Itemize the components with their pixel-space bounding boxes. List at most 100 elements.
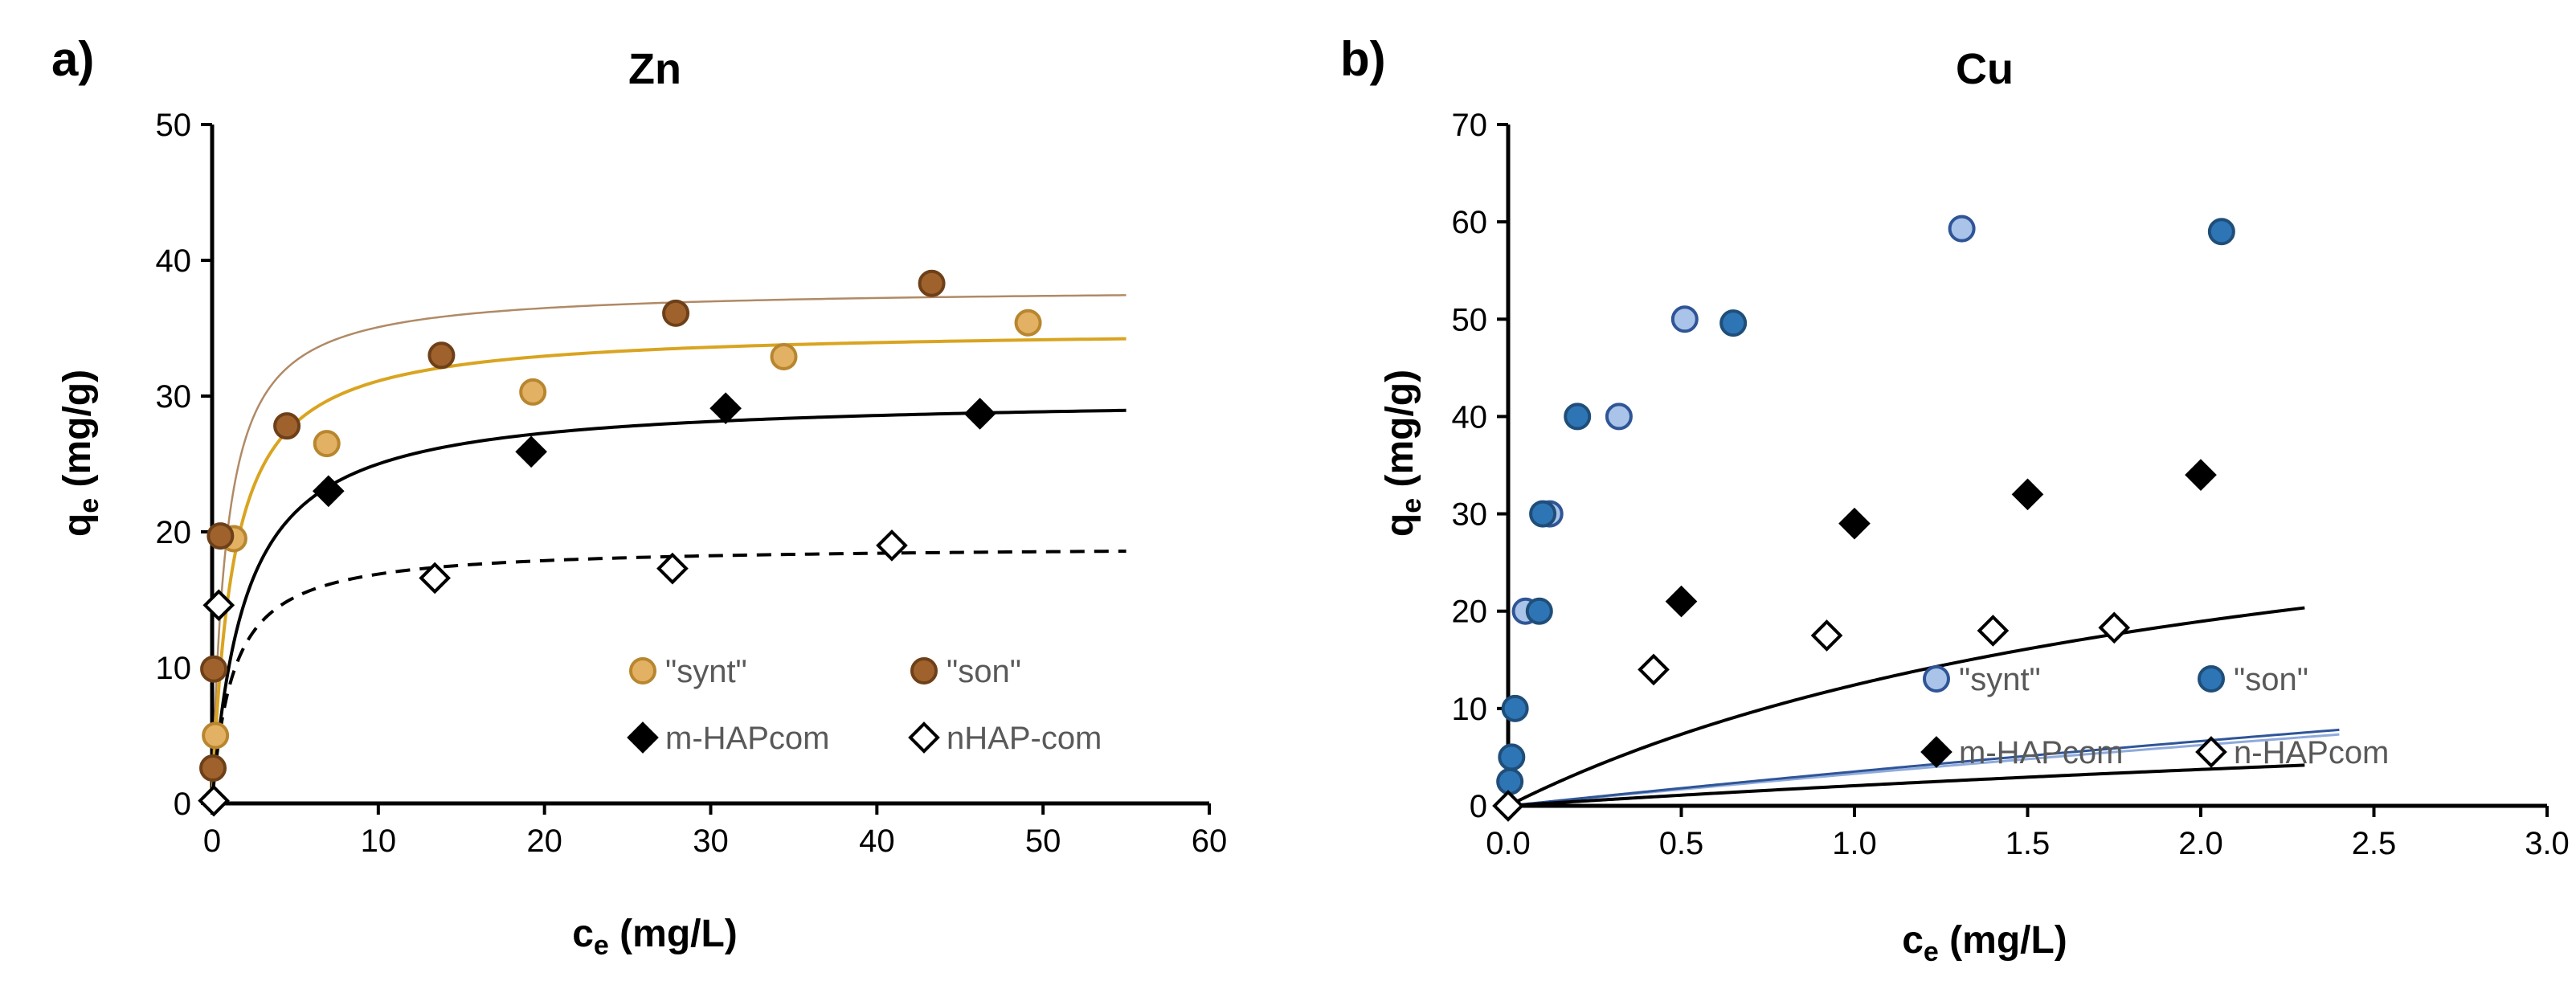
y-tick-label: 50 (156, 108, 192, 143)
panel-b-data-points (1492, 215, 2235, 822)
data-point (963, 398, 996, 430)
x-tick-label: 10 (361, 823, 397, 859)
data-point (1977, 615, 2010, 647)
x-tick-label: 0.0 (1486, 826, 1531, 861)
y-tick-label: 40 (156, 243, 192, 279)
x-tick-label: 1.0 (1832, 826, 1877, 861)
y-tick-label: 30 (156, 379, 192, 415)
panel-a-label: a) (51, 32, 94, 86)
legend-label: m-HAPcom (1959, 735, 2123, 770)
data-point (918, 269, 946, 297)
data-point (2011, 478, 2044, 511)
data-point (198, 784, 230, 817)
panel-b-xlabel: ce (mg/L) (1902, 919, 2067, 967)
legend-item: m-HAPcom (627, 721, 829, 756)
panel-b-ylabel: qe (mg/g) (1379, 370, 1427, 537)
data-point (1564, 403, 1592, 431)
data-point (770, 342, 798, 370)
legend-marker (629, 657, 656, 685)
data-point (1605, 403, 1633, 431)
fit-curve-nHAP-com-fit (211, 550, 1126, 804)
fit-curve-n-HAPcom-fit (1507, 763, 2305, 807)
data-point (199, 754, 227, 783)
data-point (656, 552, 689, 585)
x-tick-label: 40 (859, 823, 895, 859)
x-tick-label: 1.5 (2006, 826, 2051, 861)
data-point (1525, 597, 1553, 625)
data-point (2098, 611, 2131, 644)
panel-a-legend: "synt" "son" m-HAPcom nHAP-com (627, 654, 1102, 756)
y-tick-label: 50 (1452, 302, 1488, 337)
x-tick-label: 60 (1192, 823, 1228, 859)
data-point (206, 522, 235, 550)
legend-marker (1923, 665, 1950, 693)
legend-item: nHAP-com (908, 721, 1102, 756)
data-point (1638, 653, 1670, 686)
panel-b-fit-curves (1507, 606, 2340, 807)
data-point (312, 475, 345, 508)
data-point (202, 721, 230, 750)
legend-label: "son" (2234, 662, 2308, 697)
x-tick-label: 50 (1025, 823, 1061, 859)
legend-item: n-HAPcom (2195, 735, 2389, 770)
data-point (202, 589, 235, 622)
y-tick-label: 20 (1452, 595, 1488, 630)
y-tick-label: 10 (1452, 692, 1488, 727)
legend-label: "son" (947, 654, 1021, 689)
data-point (427, 341, 456, 370)
panel-a-axes: 0 10 20 30 40 50 0 10 20 30 40 50 60 (156, 108, 1228, 859)
legend-marker (1920, 736, 1952, 768)
legend-item: "synt" (1923, 662, 2041, 697)
y-tick-label: 40 (1452, 399, 1488, 435)
data-point (1670, 305, 1699, 333)
data-point (519, 378, 547, 406)
data-point (876, 529, 908, 562)
legend-label: nHAP-com (947, 721, 1102, 756)
fit-curve-son-fit (211, 294, 1126, 804)
panel-a-data-points (198, 269, 1042, 817)
fit-curve-m-HAPcom-fit (211, 408, 1126, 804)
legend-item: "son" (2198, 662, 2308, 697)
data-point (1498, 743, 1526, 771)
data-point (709, 392, 742, 425)
y-tick-label: 30 (1452, 497, 1488, 533)
panel-b-legend: "synt" "son" m-HAPcom n-HAPcom (1920, 662, 2389, 770)
data-point (1948, 215, 1976, 243)
data-point (1501, 694, 1529, 722)
data-point (273, 412, 301, 440)
data-point (662, 299, 690, 327)
data-point (515, 435, 547, 468)
data-point (1496, 767, 1524, 795)
legend-item: "synt" (629, 654, 747, 689)
data-point (1014, 309, 1042, 337)
y-tick-label: 10 (156, 651, 192, 686)
data-point (2207, 218, 2235, 246)
data-point (1810, 619, 1843, 652)
data-point (2185, 459, 2217, 491)
y-tick-label: 70 (1452, 108, 1488, 143)
panel-a-title: Zn (628, 45, 681, 93)
y-tick-label: 20 (156, 515, 192, 550)
data-point (1665, 585, 1698, 618)
panel-b-title: Cu (1956, 45, 2014, 93)
y-tick-label: 0 (1470, 789, 1487, 824)
data-point (1529, 500, 1557, 528)
legend-label: "synt" (1959, 662, 2041, 697)
panel-a: a) Zn 0 10 20 30 40 50 0 10 20 30 40 50 60 ce (mg/L)… (51, 32, 1227, 961)
x-tick-label: 3.0 (2525, 826, 2570, 861)
legend-label: "synt" (665, 654, 747, 689)
data-point (313, 430, 341, 458)
y-tick-label: 60 (1452, 205, 1488, 240)
y-tick-label: 0 (174, 787, 191, 822)
panel-b-label: b) (1340, 32, 1386, 86)
data-point (1838, 507, 1871, 540)
x-tick-label: 30 (693, 823, 729, 859)
panel-b: b) Cu 0 10 20 30 40 50 60 70 0.0 0.5 1.0 1.5 2.0 2.5 3… (1340, 32, 2570, 967)
panel-a-xlabel: ce (mg/L) (572, 913, 738, 961)
x-tick-label: 2.0 (2178, 826, 2223, 861)
panel-b-axes: 0 10 20 30 40 50 60 70 0.0 0.5 1.0 1.5 2.0 2.5 3.0 (1452, 108, 2570, 861)
legend-label: m-HAPcom (665, 721, 829, 756)
legend-item: m-HAPcom (1920, 735, 2123, 770)
data-point (1719, 309, 1748, 337)
